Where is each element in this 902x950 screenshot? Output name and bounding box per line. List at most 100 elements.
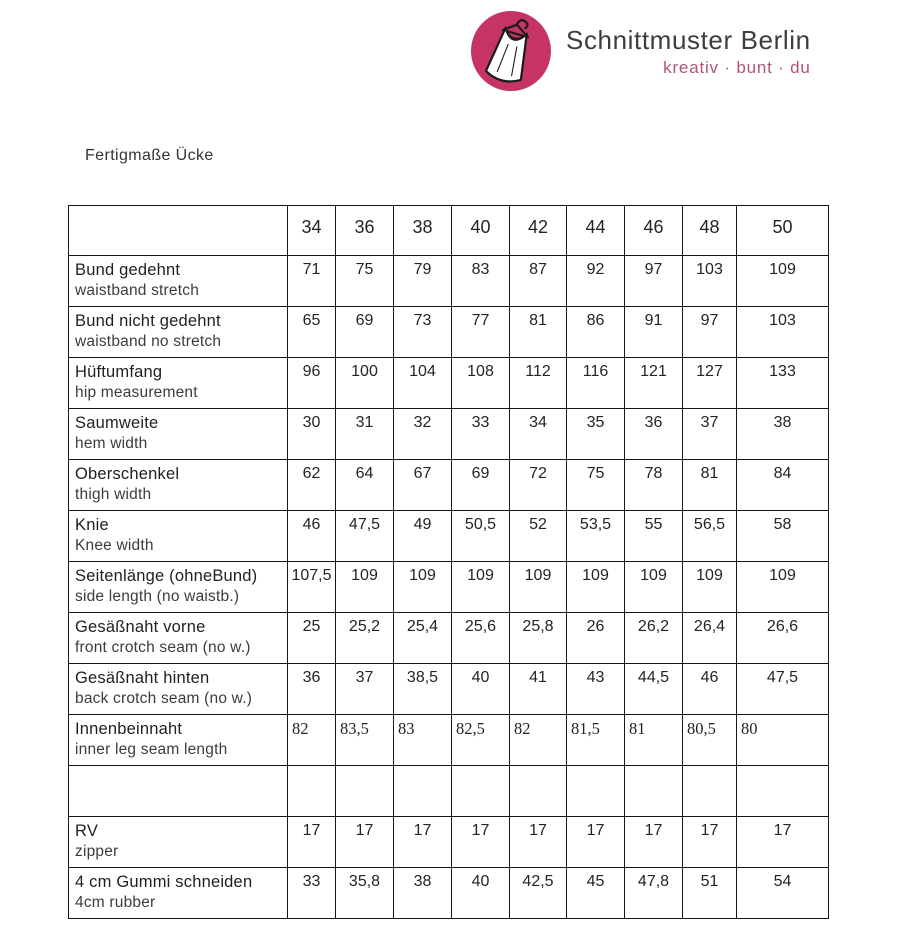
measurement-label-de: Innenbeinnaht [75, 720, 183, 738]
value-cell: 25,8 [509, 612, 567, 664]
value-cell: 109 [509, 561, 567, 613]
measurement-label-de: Gesäßnaht hinten [75, 669, 210, 687]
value-cell: 43 [566, 663, 625, 715]
value-cell [509, 765, 567, 817]
size-column-header-50: 50 [736, 205, 829, 256]
measurement-label-de: Knie [75, 516, 109, 534]
value-cell: 38 [393, 867, 452, 919]
value-cell: 17 [393, 816, 452, 868]
measurement-label-en: side length (no waistb.) [75, 588, 240, 605]
value-cell: 17 [451, 816, 510, 868]
size-column-header-40: 40 [451, 205, 510, 256]
value-cell: 17 [736, 816, 829, 868]
value-cell [335, 765, 394, 817]
value-cell [624, 765, 683, 817]
value-cell: 42,5 [509, 867, 567, 919]
value-cell: 81 [624, 714, 683, 766]
brand-text-block: Schnittmuster Berlin kreativ · bunt · du [566, 9, 811, 93]
value-cell: 54 [736, 867, 829, 919]
measurement-label-en: waistband stretch [75, 282, 200, 299]
value-cell: 58 [736, 510, 829, 562]
measurement-label: Gesäßnaht hinten back crotch seam (no w.) [68, 663, 288, 715]
value-cell: 96 [287, 357, 336, 409]
value-cell: 30 [287, 408, 336, 460]
measurement-label: Seitenlänge (ohneBund) side length (no wa… [68, 561, 288, 613]
size-column-header-44: 44 [566, 205, 625, 256]
value-cell: 17 [509, 816, 567, 868]
value-cell: 109 [335, 561, 394, 613]
value-cell: 69 [335, 306, 394, 358]
value-cell: 25,2 [335, 612, 394, 664]
spacer-row [68, 765, 829, 817]
table-row: RV zipper 17 17 17 17 17 17 17 17 17 [68, 816, 829, 868]
value-cell: 35,8 [335, 867, 394, 919]
measurement-label-de: 4 cm Gummi schneiden [75, 873, 253, 891]
value-cell: 38 [736, 408, 829, 460]
value-cell: 38,5 [393, 663, 452, 715]
value-cell: 87 [509, 255, 567, 307]
value-cell: 97 [624, 255, 683, 307]
value-cell: 32 [393, 408, 452, 460]
value-cell: 47,5 [335, 510, 394, 562]
value-cell: 109 [736, 561, 829, 613]
value-cell: 83 [393, 714, 452, 766]
table-row: Gesäßnaht vorne front crotch seam (no w.)… [68, 612, 829, 664]
measurement-label: Bund gedehnt waistband stretch [68, 255, 288, 307]
value-cell: 103 [736, 306, 829, 358]
table-row: Innenbeinnaht inner leg seam length 82 83,5… [68, 714, 829, 766]
value-cell [393, 765, 452, 817]
measurement-label: Gesäßnaht vorne front crotch seam (no w.) [68, 612, 288, 664]
value-cell: 36 [624, 408, 683, 460]
size-header-row: 34 36 38 40 42 44 46 48 50 [68, 205, 829, 256]
value-cell: 83,5 [335, 714, 394, 766]
value-cell: 26,4 [682, 612, 737, 664]
measurement-label-en: back crotch seam (no w.) [75, 690, 253, 707]
measurement-label: 4 cm Gummi schneiden 4cm rubber [68, 867, 288, 919]
size-column-header-34: 34 [287, 205, 336, 256]
value-cell: 26,2 [624, 612, 683, 664]
value-cell: 33 [451, 408, 510, 460]
value-cell: 17 [682, 816, 737, 868]
value-cell: 78 [624, 459, 683, 511]
size-table: 34 36 38 40 42 44 46 48 50 Bund gedehnt waistband… [68, 205, 829, 919]
value-cell: 92 [566, 255, 625, 307]
value-cell: 50,5 [451, 510, 510, 562]
value-cell: 109 [736, 255, 829, 307]
value-cell: 45 [566, 867, 625, 919]
measurement-label: Innenbeinnaht inner leg seam length [68, 714, 288, 766]
measurement-label-en: Knee width [75, 537, 154, 554]
measurement-label-de: Saumweite [75, 414, 159, 432]
value-cell: 37 [682, 408, 737, 460]
value-cell: 72 [509, 459, 567, 511]
measurement-label-en: thigh width [75, 486, 152, 503]
value-cell: 31 [335, 408, 394, 460]
value-cell: 35 [566, 408, 625, 460]
value-cell: 81 [682, 459, 737, 511]
value-cell: 25,4 [393, 612, 452, 664]
value-cell [682, 765, 737, 817]
value-cell: 75 [566, 459, 625, 511]
value-cell: 112 [509, 357, 567, 409]
measurement-label-de: Bund nicht gedehnt [75, 312, 221, 330]
dress-hanger-icon [471, 11, 551, 91]
brand-tagline: kreativ · bunt · du [663, 58, 811, 77]
value-cell: 47,5 [736, 663, 829, 715]
value-cell: 107,5 [287, 561, 336, 613]
value-cell: 109 [451, 561, 510, 613]
brand-name: Schnittmuster Berlin [566, 25, 811, 55]
measurement-label: Oberschenkel thigh width [68, 459, 288, 511]
value-cell: 17 [566, 816, 625, 868]
measurement-label [68, 765, 288, 817]
value-cell: 133 [736, 357, 829, 409]
value-cell: 77 [451, 306, 510, 358]
measurement-label-de: Gesäßnaht vorne [75, 618, 206, 636]
measurement-label-en: waistband no stretch [75, 333, 222, 350]
value-cell: 26,6 [736, 612, 829, 664]
value-cell: 104 [393, 357, 452, 409]
table-row: Oberschenkel thigh width 62 64 67 69 72 75 78 81 8… [68, 459, 829, 511]
value-cell: 26 [566, 612, 625, 664]
value-cell: 49 [393, 510, 452, 562]
value-cell: 86 [566, 306, 625, 358]
value-cell: 108 [451, 357, 510, 409]
size-column-header-42: 42 [509, 205, 567, 256]
